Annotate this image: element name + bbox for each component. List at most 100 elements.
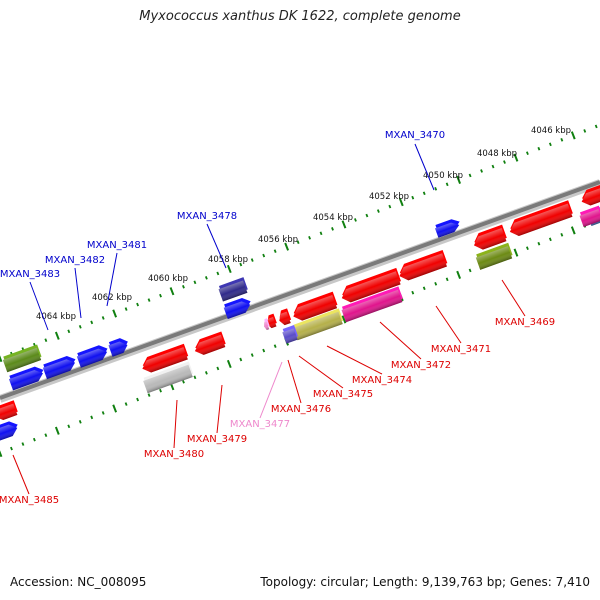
gene-arrow-mxan-3485[interactable] — [0, 400, 19, 422]
minor-tick — [124, 402, 128, 406]
gene-arrow-red[interactable] — [471, 224, 508, 252]
gene-arrow-shading — [579, 208, 600, 228]
gene-label-g3480[interactable]: MXAN_3480 — [144, 449, 204, 460]
gene-arrow-shading — [282, 328, 298, 344]
gene-arrow-khaki[interactable] — [292, 308, 344, 341]
gene-label-g3474[interactable]: MXAN_3474 — [352, 375, 412, 386]
map-title: Myxococcus xanthus DK 1622, complete gen… — [139, 9, 461, 24]
gene-arrow-red[interactable] — [396, 249, 448, 283]
minor-tick — [90, 415, 94, 420]
major-tick — [226, 264, 232, 274]
gene-arrow-red[interactable] — [578, 184, 600, 208]
minor-tick — [365, 213, 369, 218]
label-leader-line — [173, 399, 178, 449]
minor-tick — [182, 284, 185, 289]
gene-arrow-red[interactable] — [507, 200, 574, 238]
minor-tick — [193, 280, 197, 285]
minor-tick — [434, 186, 438, 191]
gene-arrow-mxan-3480[interactable] — [139, 343, 189, 375]
major-tick — [456, 175, 462, 184]
minor-tick — [21, 442, 25, 446]
kbp-tick-label: 4050 kbp — [423, 171, 463, 181]
major-tick — [570, 226, 576, 235]
label-leader-line — [216, 384, 223, 434]
label-leader-line — [298, 355, 344, 389]
gene-arrow-mxan-3482[interactable] — [76, 343, 111, 368]
gene-arrow-mxan-3478[interactable] — [218, 277, 249, 302]
gene-label-g3470[interactable]: MXAN_3470 — [385, 130, 445, 141]
minor-tick — [262, 348, 266, 353]
minor-tick — [583, 129, 587, 133]
minor-tick — [445, 277, 449, 282]
gene-label-g3475[interactable]: MXAN_3475 — [313, 389, 373, 400]
minor-tick — [44, 433, 48, 438]
gene-arrow-mxan-3477[interactable] — [262, 318, 271, 330]
minor-tick — [422, 286, 426, 291]
minor-tick — [548, 142, 552, 147]
gene-arrow-red[interactable] — [265, 313, 278, 329]
gene-label-g3479[interactable]: MXAN_3479 — [187, 434, 247, 445]
major-tick — [169, 287, 175, 296]
minor-tick — [32, 437, 36, 442]
gene-arrow-olive[interactable] — [475, 242, 514, 270]
gene-arrow-red[interactable] — [290, 291, 339, 323]
minor-tick — [411, 290, 415, 295]
gene-arrow-shading — [267, 316, 277, 329]
minor-tick — [239, 357, 243, 362]
minor-tick — [273, 249, 277, 253]
gene-arrow-mxan-3470[interactable] — [434, 217, 462, 238]
gene-label-g3472[interactable]: MXAN_3472 — [391, 360, 451, 371]
minor-tick — [204, 276, 208, 280]
gene-arrow-blue[interactable] — [8, 364, 46, 391]
gene-arrow-shading — [509, 203, 573, 237]
major-tick — [513, 248, 519, 257]
minor-tick — [101, 316, 105, 320]
minor-tick — [10, 446, 13, 451]
minor-tick — [193, 375, 197, 380]
gene-label-g3478[interactable]: MXAN_3478 — [177, 211, 237, 222]
gene-label-g3469[interactable]: MXAN_3469 — [495, 317, 555, 328]
kbp-tick-label: 4062 kbp — [92, 293, 132, 303]
label-leader-line — [106, 252, 118, 307]
gene-arrow-shading — [293, 311, 343, 341]
kbp-tick-label: 4058 kbp — [208, 255, 248, 265]
gene-arrow-mxan-3483[interactable] — [42, 354, 79, 380]
minor-tick — [308, 235, 311, 240]
kbp-tick-label: 4052 kbp — [369, 192, 409, 202]
kbp-tick-label: 4060 kbp — [148, 274, 188, 284]
major-tick — [226, 359, 232, 369]
gene-label-g3471[interactable]: MXAN_3471 — [431, 344, 491, 355]
gene-label-g3485[interactable]: MXAN_3485 — [0, 495, 59, 506]
gene-arrow-red[interactable] — [276, 308, 292, 326]
label-leader-line — [435, 305, 462, 344]
gene-label-g3482[interactable]: MXAN_3482 — [45, 255, 105, 266]
gene-arrow-shading — [108, 341, 128, 357]
minor-tick — [239, 262, 243, 267]
gene-arrow-blue[interactable] — [223, 296, 254, 320]
accession-text: Accession: NC_008095 — [10, 575, 147, 589]
gene-arrow-shading — [264, 321, 270, 330]
gene-arrow-red[interactable] — [338, 267, 402, 305]
gene-arrow-magenta[interactable] — [579, 205, 600, 228]
gene-arrow-indigo[interactable] — [281, 324, 299, 344]
minor-tick — [491, 164, 495, 169]
gene-arrow-grey[interactable] — [142, 361, 194, 394]
gene-label-g3481[interactable]: MXAN_3481 — [87, 240, 147, 251]
minor-tick — [136, 397, 140, 402]
gene-label-g3477[interactable]: MXAN_3477 — [230, 419, 290, 430]
major-tick — [570, 131, 576, 140]
gene-label-g3483[interactable]: MXAN_3483 — [0, 269, 60, 280]
major-tick — [54, 331, 60, 340]
gene-arrow-shading — [293, 294, 338, 321]
gene-arrow-shading — [194, 334, 226, 355]
gene-arrow-shading — [475, 246, 513, 270]
gene-arrow-mxan-3479[interactable] — [192, 331, 227, 357]
gene-arrow-mxan-3481[interactable] — [107, 336, 130, 357]
gene-label-g3476[interactable]: MXAN_3476 — [271, 404, 331, 415]
gene-arrow-mxan-3472[interactable] — [341, 286, 404, 323]
minor-tick — [44, 338, 48, 343]
gene-arrow-blue[interactable] — [0, 419, 21, 442]
gene-arrow-shading — [0, 424, 18, 442]
gene-arrow-olive[interactable] — [2, 344, 43, 373]
